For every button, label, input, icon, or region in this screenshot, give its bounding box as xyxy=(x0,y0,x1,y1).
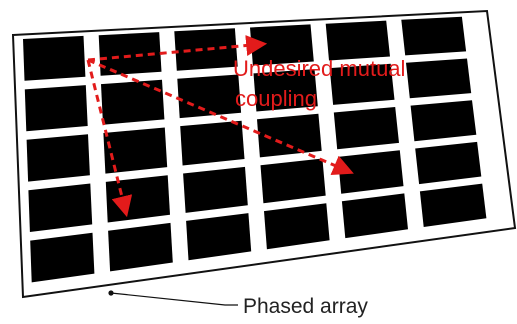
antenna-element-r4-c5 xyxy=(337,150,404,194)
antenna-element-r1-c1 xyxy=(23,35,86,81)
coupling-arrow-horizontal xyxy=(87,35,268,62)
antenna-element-r2-c2 xyxy=(101,79,165,125)
antenna-element-r1-c5 xyxy=(325,20,390,61)
antenna-element-r2-c4 xyxy=(253,69,318,112)
coupling-label-line1: Undesired mutual xyxy=(233,56,405,81)
antenna-element-r4-c6 xyxy=(415,141,482,185)
antenna-element-r2-c5 xyxy=(329,63,395,105)
antenna-element-grid xyxy=(23,16,487,283)
antenna-element-r4-c4 xyxy=(260,158,326,204)
antenna-element-r3-c5 xyxy=(333,107,399,150)
antenna-element-r1-c3 xyxy=(174,28,238,71)
antenna-element-r1-c6 xyxy=(401,16,467,56)
antenna-element-r2-c6 xyxy=(406,58,472,99)
antenna-element-r3-c3 xyxy=(180,120,245,166)
caption-pointer xyxy=(108,290,238,306)
antenna-element-r4-c3 xyxy=(183,166,248,213)
antenna-element-r2-c3 xyxy=(177,74,242,119)
antenna-element-r4-c1 xyxy=(28,183,93,232)
antenna-element-r3-c6 xyxy=(410,100,477,142)
antenna-element-r5-c1 xyxy=(30,232,95,283)
antenna-element-r3-c4 xyxy=(257,113,322,158)
antenna-element-r5-c5 xyxy=(341,193,408,239)
antenna-element-r3-c2 xyxy=(103,127,168,174)
antenna-element-r5-c3 xyxy=(186,213,252,261)
coupling-label-line2: coupling xyxy=(235,86,317,111)
antenna-element-r2-c1 xyxy=(24,85,88,132)
antenna-element-r3-c1 xyxy=(26,134,90,182)
coupling-arrow-vertical xyxy=(86,59,133,218)
antenna-element-r5-c6 xyxy=(419,183,487,227)
antenna-element-r1-c2 xyxy=(98,32,162,76)
pointer-line xyxy=(110,292,238,306)
antenna-element-r5-c4 xyxy=(264,203,330,250)
antenna-element-r4-c2 xyxy=(105,175,170,223)
coupling-arrows xyxy=(86,35,354,218)
antenna-element-r5-c2 xyxy=(108,222,173,272)
phased-array-caption: Phased array xyxy=(243,295,368,318)
